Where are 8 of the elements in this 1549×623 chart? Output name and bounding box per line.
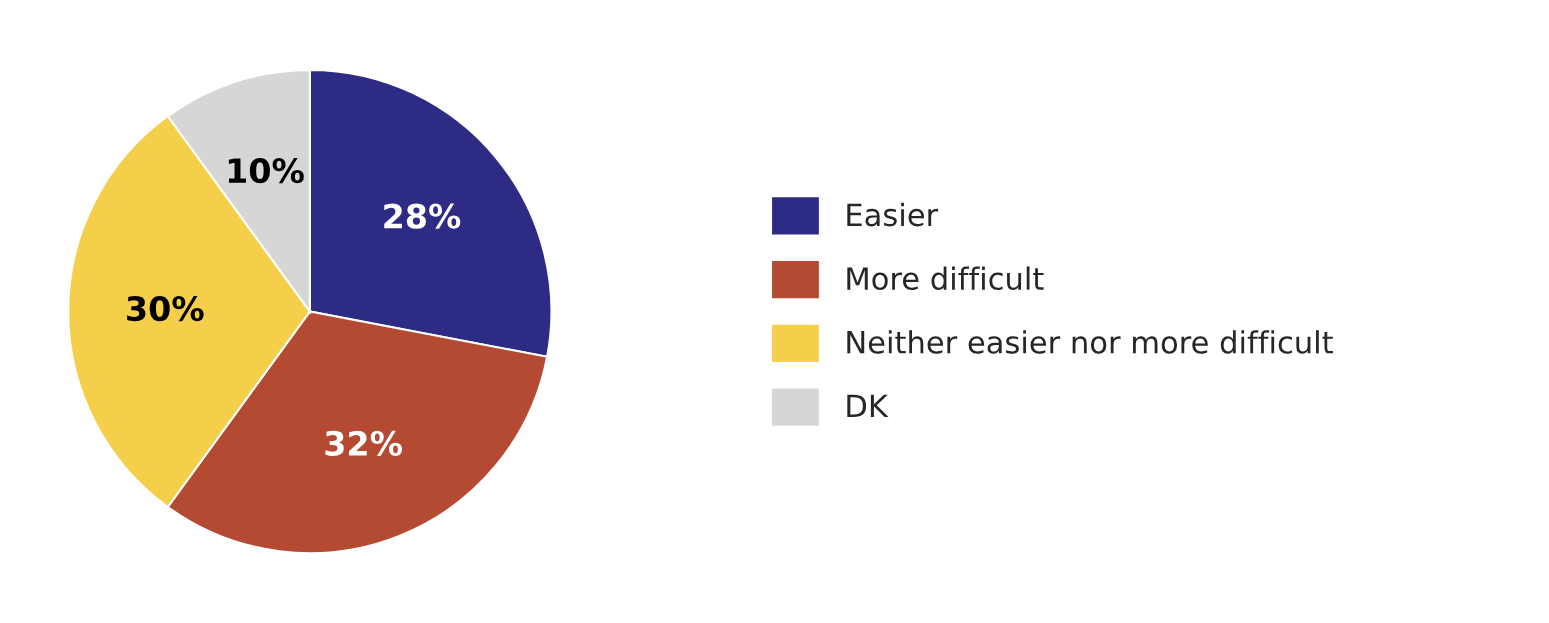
data-label: 30% [127,295,204,322]
data-label: 32% [325,430,403,456]
legend-label: Easier [847,202,939,227]
legend-label: DK [847,394,889,418]
legend-label: More difficult [847,266,1044,291]
data-label: 28% [384,203,461,229]
legend-label: Neither easier nor more difficult [847,330,1333,354]
data-label: 10% [228,158,304,184]
